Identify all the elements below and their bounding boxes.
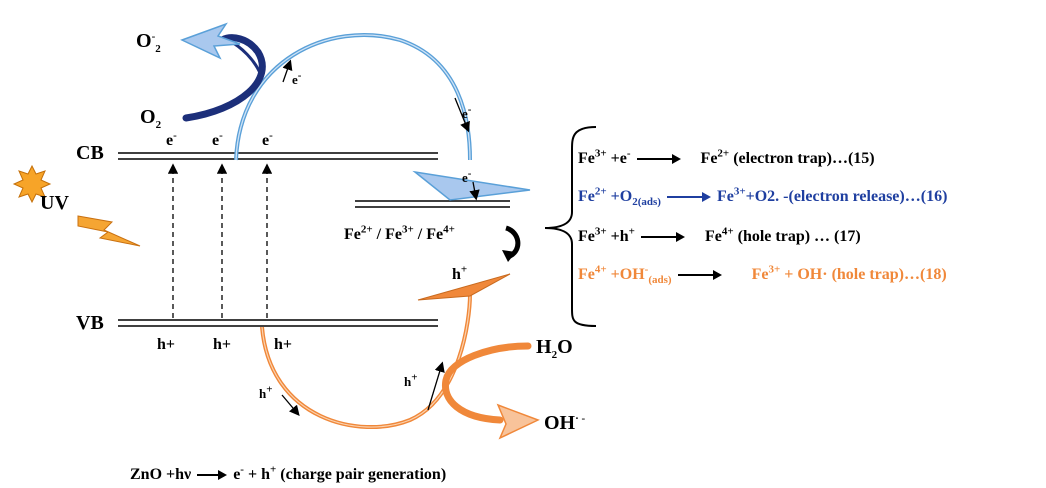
reaction-arrow-icon (640, 232, 685, 243)
arc-hole-1: h+ (259, 383, 273, 401)
oxygen-reduction-swoosh (182, 34, 266, 122)
cb-electron-2: e- (212, 129, 223, 149)
cb-line (118, 152, 438, 160)
vb-hole-1: h+ (157, 336, 176, 353)
water-label: H2O (536, 336, 573, 361)
cb-electron-3: e- (262, 129, 273, 149)
hole-arrow-right (427, 361, 445, 411)
arc-hole-2: h+ (404, 371, 418, 389)
vb-line (118, 319, 438, 327)
uv-star-icon (12, 164, 52, 204)
hole-trap-wedge (417, 273, 511, 301)
vb-label: VB (76, 312, 104, 334)
electron-arrow-trap (469, 181, 480, 201)
hole-transfer-arc (260, 293, 472, 429)
uv-label: UV (40, 192, 69, 214)
reaction-arrow-icon (197, 470, 228, 481)
equation-15: Fe3+ +e- Fe2+ (electron trap)…(15) (578, 147, 875, 167)
lightning-icon (77, 215, 141, 247)
equation-16: Fe2+ +O2(ads) Fe3++O2. -(electron release… (578, 185, 948, 209)
electron-arrow-right (454, 97, 470, 133)
fe-states-label: Fe2+ / Fe3+ / Fe4+ (344, 223, 455, 243)
fe-trap-level-upper (355, 200, 510, 208)
oxygen-label: O2 (140, 106, 162, 131)
electron-arrow-left (282, 59, 293, 83)
reaction-arrow-icon (666, 192, 711, 203)
cb-label: CB (76, 142, 104, 164)
superoxide-label: O-2 (136, 30, 161, 55)
vb-hole-2: h+ (213, 336, 232, 353)
hole-arrow-left (281, 394, 300, 416)
superoxide-arrow-head (180, 22, 241, 60)
hydroxyl-label: OH· - (544, 412, 586, 434)
reaction-arrow-icon (677, 270, 722, 281)
generation-equation: ZnO +hν e- + h+ (charge pair generation) (130, 463, 447, 483)
reaction-arrow-icon (636, 154, 681, 165)
trap-hole: h+ (452, 263, 468, 283)
hydroxyl-arrow-head (496, 403, 540, 440)
cb-electron-1: e- (166, 129, 177, 149)
trap-electron: e- (462, 167, 472, 185)
arc-electron-2: e- (462, 103, 472, 121)
arc-electron-1: e- (292, 69, 302, 87)
water-oxidation-swoosh (441, 342, 532, 424)
vb-hole-3: h+ (274, 336, 293, 353)
electron-trap-wedge (412, 170, 531, 201)
equation-18: Fe4+ +OH-(ads) Fe3+ + OH· (hole trap)…(18… (578, 263, 947, 287)
equation-17: Fe3+ +h+ Fe4+ (hole trap) … (17) (578, 225, 861, 245)
equations-brace (544, 126, 597, 327)
